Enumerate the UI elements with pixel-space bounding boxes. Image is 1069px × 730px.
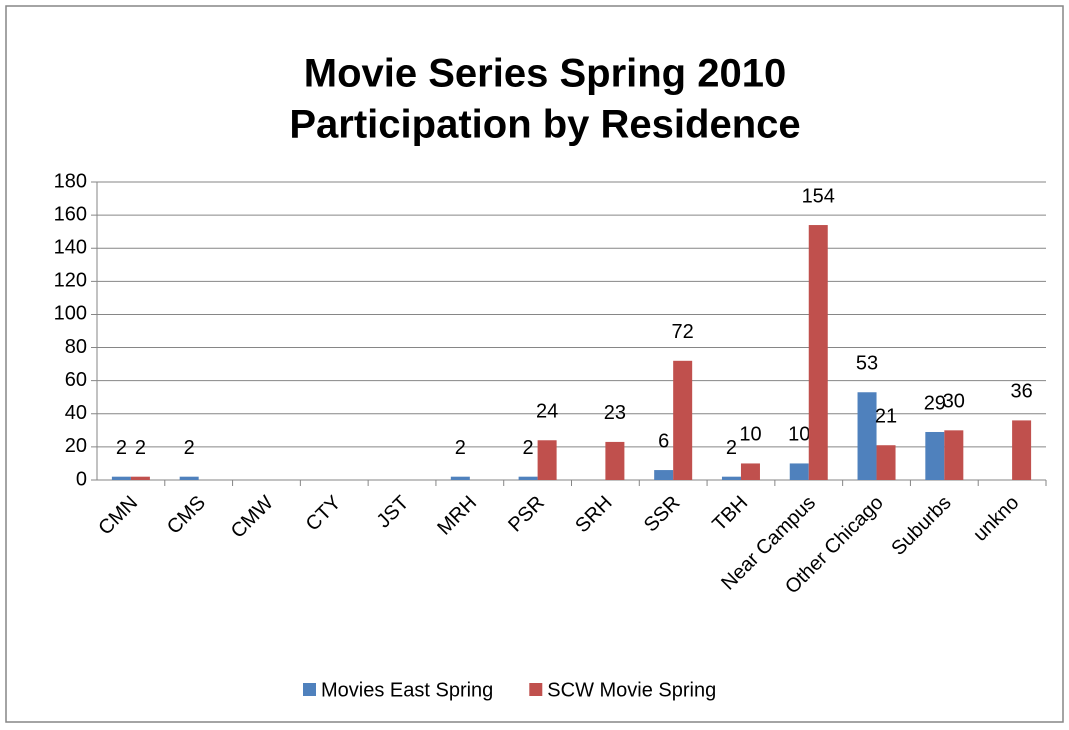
chart-border [5, 5, 1064, 723]
bar [721, 476, 741, 480]
y-tick-label: 140 [54, 237, 87, 259]
y-tick-label: 180 [54, 170, 87, 192]
data-label: 2 [455, 437, 466, 459]
bar [808, 225, 828, 480]
legend-swatch [529, 683, 543, 696]
y-tick-label: 0 [76, 468, 87, 490]
bar [673, 360, 693, 480]
bar [925, 431, 945, 480]
bar [789, 463, 809, 480]
y-tick-label: 100 [54, 303, 87, 325]
bar [740, 463, 760, 480]
data-label: 29 [924, 392, 946, 414]
data-label: 2 [135, 437, 146, 459]
y-tick-label: 20 [65, 435, 87, 457]
data-label: 36 [1010, 381, 1032, 403]
bar [130, 476, 150, 480]
data-label: 10 [788, 424, 810, 446]
data-label: 154 [802, 185, 835, 207]
bar [111, 476, 131, 480]
data-label: 6 [658, 430, 669, 452]
bar [876, 445, 896, 480]
y-tick-label: 120 [54, 270, 87, 292]
chart-title: Participation by Residence [289, 103, 800, 147]
data-label: 2 [116, 437, 127, 459]
chart-title: Movie Series Spring 2010 [304, 52, 786, 96]
data-label: 10 [739, 424, 761, 446]
data-label: 24 [536, 401, 558, 423]
bar [179, 476, 199, 480]
data-label: 21 [875, 406, 897, 428]
y-tick-label: 60 [65, 369, 87, 391]
data-label: 30 [943, 391, 965, 413]
data-label: 2 [726, 437, 737, 459]
bar [1012, 420, 1032, 480]
data-label: 53 [856, 353, 878, 375]
y-tick-label: 40 [65, 402, 87, 424]
legend-label: SCW Movie Spring [547, 679, 716, 701]
bar [944, 430, 964, 480]
data-label: 2 [523, 437, 534, 459]
bar [518, 476, 538, 480]
legend-label: Movies East Spring [321, 679, 493, 701]
bar [857, 392, 877, 480]
bar [654, 470, 674, 480]
legend-swatch [303, 683, 316, 696]
y-tick-label: 80 [65, 336, 87, 358]
data-label: 23 [604, 402, 626, 424]
y-tick-label: 160 [54, 203, 87, 225]
data-label: 2 [184, 437, 195, 459]
bar [537, 440, 557, 480]
bar [605, 441, 625, 480]
bar [450, 476, 470, 480]
data-label: 72 [672, 321, 694, 343]
